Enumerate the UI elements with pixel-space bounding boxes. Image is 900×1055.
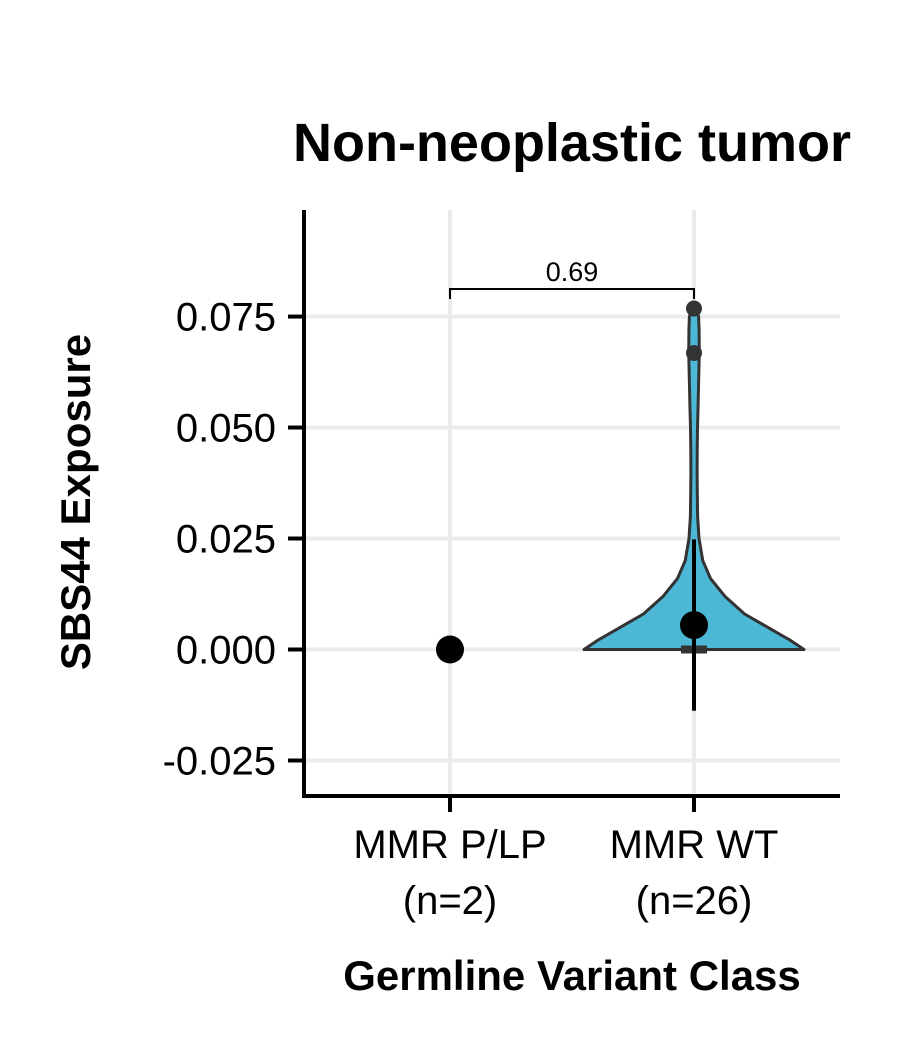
x-tick-label-line1: MMR WT bbox=[610, 823, 779, 867]
grid-layer bbox=[304, 210, 840, 796]
mean-point bbox=[436, 635, 464, 664]
mean-point bbox=[680, 611, 708, 640]
outlier-point bbox=[686, 344, 702, 361]
y-tick-label: 0.050 bbox=[176, 407, 276, 451]
marks-layer: 0.69 bbox=[436, 257, 708, 711]
y-tick-label: 0.075 bbox=[176, 296, 276, 340]
y-axis-title: SBS44 Exposure bbox=[52, 334, 99, 670]
x-tick-label-line2: (n=2) bbox=[403, 879, 498, 923]
outlier-point bbox=[686, 300, 702, 317]
y-tick-label: 0.025 bbox=[176, 518, 276, 562]
x-tick-label-line1: MMR P/LP bbox=[353, 823, 546, 867]
x-axis-title: Germline Variant Class bbox=[343, 952, 801, 999]
x-tick-label-line2: (n=26) bbox=[636, 879, 753, 923]
y-tick-label: 0.000 bbox=[176, 629, 276, 673]
chart-title: Non-neoplastic tumor bbox=[293, 113, 851, 173]
y-tick-label: -0.025 bbox=[163, 739, 276, 783]
axis-layer: -0.025 0.000 0.025 0.050 0.075 MMR P/LP (n=2) M… bbox=[163, 210, 840, 923]
comparison-bracket bbox=[449, 288, 695, 300]
p-value-label: 0.69 bbox=[546, 257, 599, 287]
